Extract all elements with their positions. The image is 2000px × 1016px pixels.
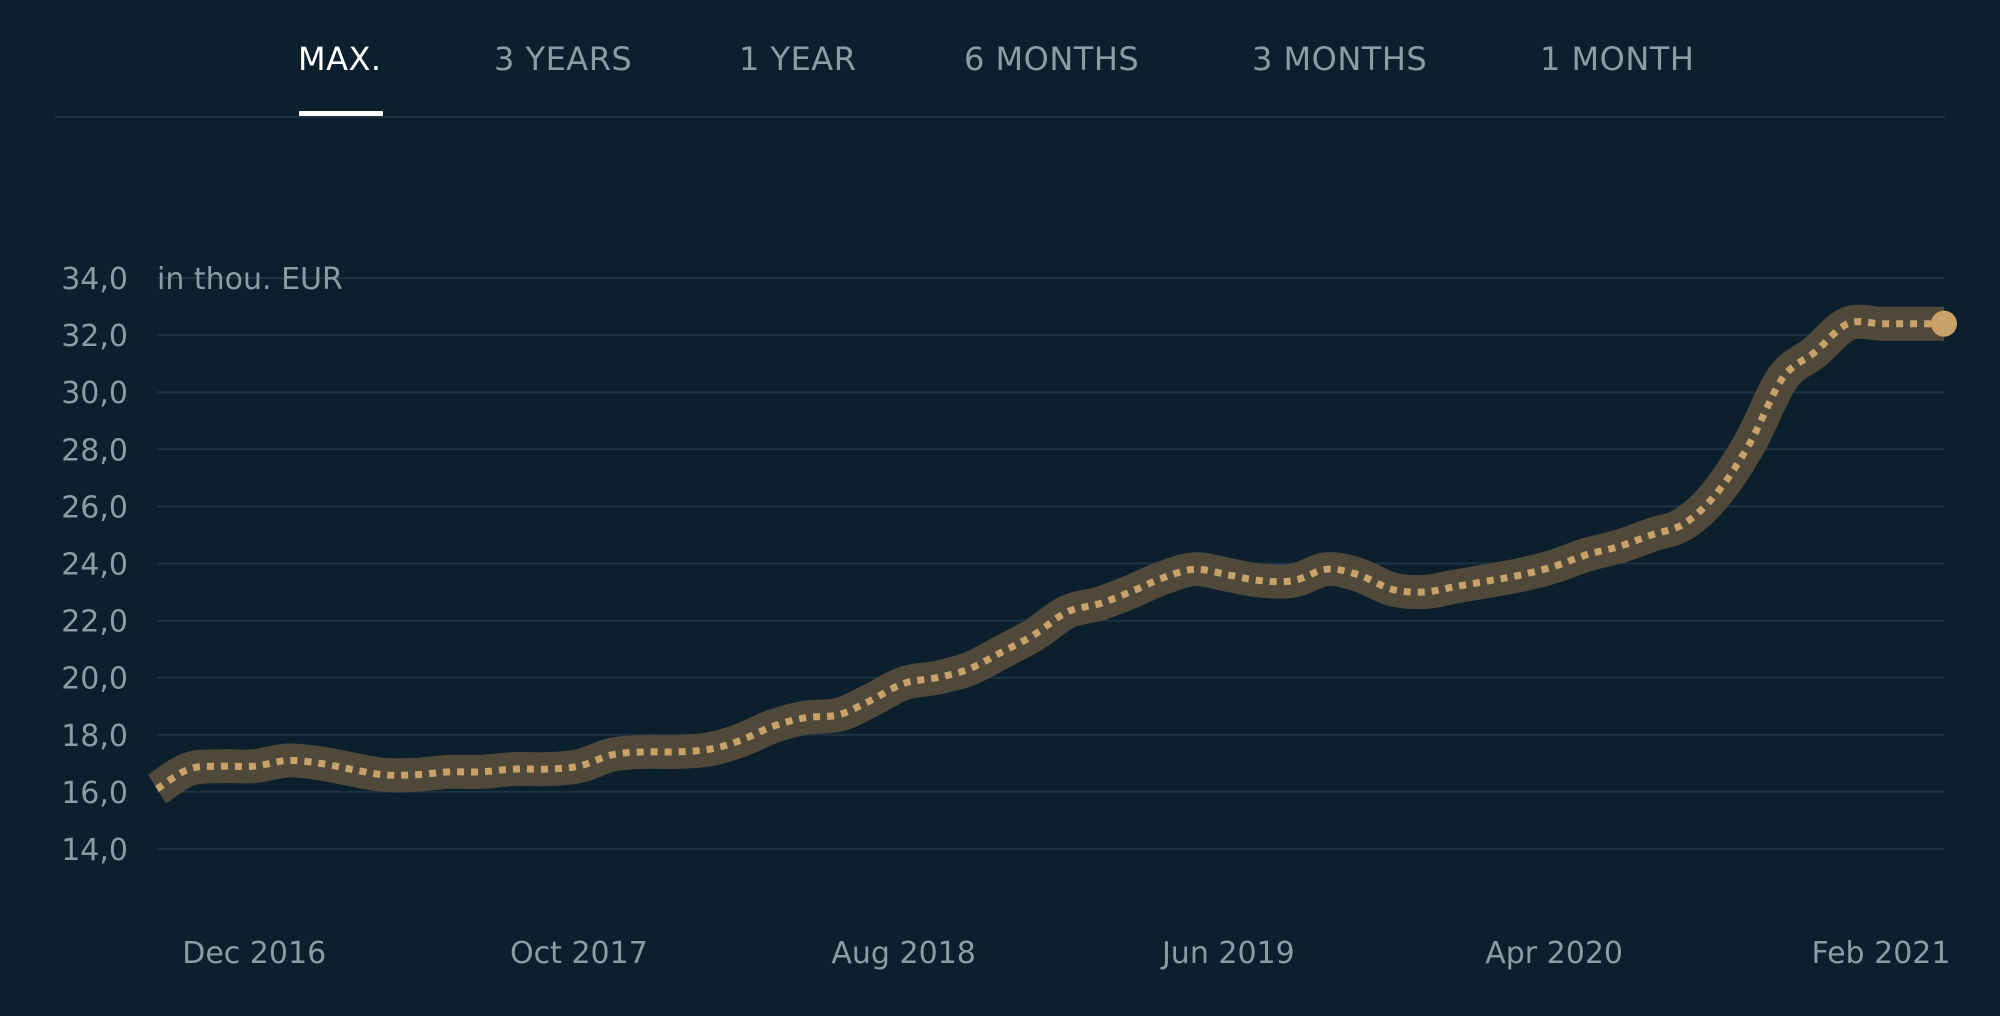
y-tick-label: 32,0 — [61, 319, 128, 354]
grid-lines — [157, 277, 1944, 850]
y-tick-label: 24,0 — [61, 548, 128, 583]
tab-1-year[interactable]: 1 YEAR — [739, 40, 857, 78]
unit-label: in thou. EUR — [157, 262, 343, 297]
x-tick-label: Aug 2018 — [831, 936, 975, 971]
time-range-tabs: MAX. 3 YEARS 1 YEAR 6 MONTHS 3 MONTHS 1 … — [55, 0, 1945, 118]
x-tick-label: Feb 2021 — [1811, 936, 1950, 971]
tab-3-years[interactable]: 3 YEARS — [494, 40, 633, 78]
tab-max[interactable]: MAX. — [298, 40, 382, 78]
series-line — [155, 318, 1944, 792]
y-tick-label: 30,0 — [61, 376, 128, 411]
y-tick-label: 20,0 — [61, 662, 128, 697]
y-tick-label: 26,0 — [61, 490, 128, 525]
y-tick-label: 18,0 — [61, 719, 128, 754]
active-tab-indicator — [299, 111, 383, 116]
last-value-marker[interactable] — [1931, 310, 1957, 337]
y-tick-label: 34,0 — [61, 262, 128, 297]
x-axis-ticks: Dec 2016 Oct 2017 Aug 2018 Jun 2019 Apr 2020… — [182, 936, 1950, 971]
y-tick-label: 16,0 — [61, 776, 128, 811]
y-tick-label: 28,0 — [61, 433, 128, 468]
tab-6-months[interactable]: 6 MONTHS — [964, 40, 1140, 78]
y-tick-label: 14,0 — [61, 833, 128, 868]
y-tick-label: 22,0 — [61, 605, 128, 640]
x-tick-label: Apr 2020 — [1485, 936, 1623, 971]
x-tick-label: Dec 2016 — [182, 936, 326, 971]
x-tick-label: Jun 2019 — [1160, 936, 1295, 971]
tab-3-months[interactable]: 3 MONTHS — [1252, 40, 1428, 78]
x-tick-label: Oct 2017 — [510, 936, 648, 971]
tab-1-month[interactable]: 1 MONTH — [1540, 40, 1695, 78]
y-axis-ticks: 34,0 32,0 30,0 28,0 26,0 24,0 22,0 20,0 18,0 16,0… — [61, 262, 128, 868]
